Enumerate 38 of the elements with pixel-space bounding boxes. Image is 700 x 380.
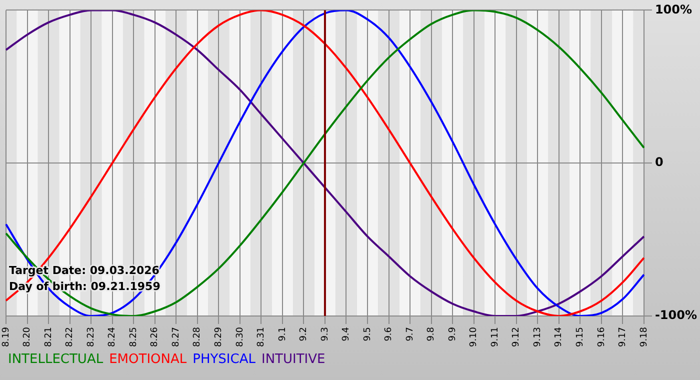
x-tick-label: 8.26 (150, 326, 160, 348)
text: EMOTIONAL (109, 352, 187, 367)
x-tick-label: 8.21 (44, 326, 54, 348)
x-tick-label: 9.17 (618, 326, 628, 348)
x-tick-label: 8.23 (86, 326, 96, 348)
x-tick-label: 9.16 (596, 326, 607, 348)
x-tick-label: 9.7 (405, 326, 416, 342)
y-tick-label: 100% (654, 2, 692, 16)
x-tick-label: 9.9 (448, 326, 458, 342)
x-tick-label: 8.25 (128, 326, 139, 348)
x-tick-label: 8.30 (235, 326, 246, 348)
x-tick-label: 8.20 (22, 326, 33, 348)
x-tick-label: 9.3 (320, 326, 330, 342)
x-tick-label: 9.2 (299, 326, 310, 342)
x-tick-label: 8.28 (192, 326, 203, 348)
x-tick-label: 9.6 (384, 326, 394, 342)
x-tick-label: 9.14 (554, 326, 564, 348)
x-tick-label: 9.15 (575, 326, 586, 348)
x-tick-label: 9.5 (362, 326, 373, 342)
x-tick-label: 9.8 (426, 326, 437, 342)
x-tick-label: 8.29 (214, 326, 224, 348)
x-tick-label: 8.27 (171, 326, 182, 348)
text: INTUITIVE (261, 352, 326, 367)
x-tick-label: 9.10 (469, 326, 480, 348)
x-tick-label: 9.12 (512, 326, 522, 348)
x-tick-label: 8.31 (256, 326, 267, 348)
x-tick-label: 8.22 (65, 326, 76, 348)
x-tick-label: 8.24 (108, 326, 118, 348)
x-tick-label: 9.18 (639, 326, 650, 348)
x-tick-label: 9.4 (342, 326, 352, 342)
x-tick-label: 9.1 (278, 326, 288, 342)
text: INTELLECTUAL (8, 352, 104, 367)
y-tick-label: -100% (654, 308, 698, 322)
x-tick-label: 8.19 (1, 326, 12, 348)
text: PHYSICAL (192, 352, 256, 367)
y-tick-label: 0 (654, 155, 664, 170)
x-tick-label: 9.13 (532, 326, 543, 348)
x-tick-label: 9.11 (490, 326, 500, 348)
